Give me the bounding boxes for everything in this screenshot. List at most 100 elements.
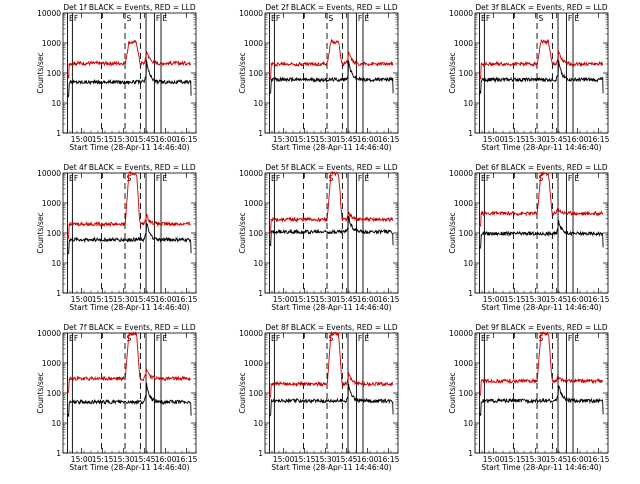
x-tick-label: 15:30 — [113, 455, 135, 464]
y-tick-label: 100 — [459, 229, 474, 238]
plot-frame — [62, 332, 197, 454]
x-tick-label: 15:30 — [525, 455, 547, 464]
plot-frame — [474, 12, 609, 134]
x-tick-label: 15:30 — [315, 455, 337, 464]
marker-label: F — [358, 174, 362, 183]
marker-label: S — [539, 14, 544, 23]
marker-label: E — [69, 334, 74, 343]
plot-frame — [62, 12, 197, 134]
y-tick-label: 1000 — [454, 39, 473, 48]
y-tick-label: 1000 — [454, 199, 473, 208]
x-tick-label: 15:45 — [546, 295, 568, 304]
series-line-lld — [478, 38, 604, 80]
y-tick-label: 100 — [249, 229, 264, 238]
x-tick-label: 15:15 — [294, 455, 316, 464]
marker-label: E — [575, 174, 580, 183]
series-line-events — [66, 60, 192, 98]
x-tick-label: 15:00 — [483, 455, 505, 464]
x-axis-label: Start Time (28-Apr-11 14:46:40) — [481, 143, 601, 152]
y-tick-label: 10 — [463, 259, 473, 268]
y-axis-label: Counts/sec — [36, 52, 45, 93]
y-tick-label: 100 — [47, 69, 62, 78]
series-line-events — [478, 385, 604, 417]
x-tick-label: 15:00 — [273, 455, 295, 464]
y-tick-label: 1 — [258, 129, 263, 138]
y-tick-label: 10000 — [239, 329, 263, 338]
x-tick-label: 16:00 — [357, 135, 379, 144]
x-tick-label: 16:15 — [176, 455, 198, 464]
y-tick-label: 100 — [249, 389, 264, 398]
x-tick-label: 16:15 — [378, 135, 400, 144]
marker-label: E — [575, 14, 580, 23]
x-tick-label: 15:15 — [504, 455, 526, 464]
y-tick-label: 10 — [253, 259, 263, 268]
marker-label: E — [163, 14, 168, 23]
y-tick-label: 10000 — [449, 9, 473, 18]
marker-label: F — [568, 334, 572, 343]
x-tick-label: 16:00 — [357, 295, 379, 304]
y-tick-label: 10 — [51, 99, 61, 108]
x-tick-label: 16:15 — [378, 455, 400, 464]
y-tick-label: 10000 — [37, 169, 61, 178]
x-tick-label: 15:45 — [336, 135, 358, 144]
x-tick-label: 16:15 — [588, 135, 610, 144]
chart-panel-7: Det 7f BLACK = Events, RED = LLD 1 10 100 10… — [36, 323, 198, 472]
chart-panel-1: Det 1f BLACK = Events, RED = LLD 1 10 100 10… — [36, 3, 198, 152]
series-line-lld — [478, 170, 604, 229]
marker-label: F — [156, 334, 160, 343]
marker-label: E — [365, 174, 370, 183]
x-tick-label: 15:00 — [71, 455, 93, 464]
x-tick-label: 15:15 — [504, 135, 526, 144]
y-tick-label: 10000 — [37, 329, 61, 338]
chart-title: Det 2f BLACK = Events, RED = LLD — [265, 3, 398, 12]
series-line-lld — [268, 38, 394, 81]
series-line-events — [268, 215, 394, 247]
x-tick-label: 16:00 — [155, 135, 177, 144]
x-tick-label: 15:30 — [315, 295, 337, 304]
series-line-lld — [268, 330, 394, 399]
x-tick-label: 15:45 — [134, 295, 156, 304]
y-axis-label: Counts/sec — [448, 372, 457, 413]
chart-title: Det 4f BLACK = Events, RED = LLD — [63, 163, 196, 172]
marker-label: F — [486, 174, 490, 183]
y-tick-label: 10000 — [239, 9, 263, 18]
y-axis-label: Counts/sec — [448, 52, 457, 93]
chart-title: Det 5f BLACK = Events, RED = LLD — [265, 163, 398, 172]
x-tick-label: 15:45 — [546, 135, 568, 144]
chart-title: Det 7f BLACK = Events, RED = LLD — [63, 323, 196, 332]
y-tick-label: 1 — [258, 289, 263, 298]
y-tick-label: 1 — [468, 289, 473, 298]
y-tick-label: 1 — [258, 449, 263, 458]
chart-panel-5: Det 5f BLACK = Events, RED = LLD 1 10 100 10… — [238, 163, 400, 312]
chart-panel-2: Det 2f BLACK = Events, RED = LLD 1 10 100 10… — [238, 3, 400, 152]
y-tick-label: 10 — [51, 419, 61, 428]
series-line-lld — [66, 170, 192, 240]
y-axis-label: Counts/sec — [238, 212, 247, 253]
x-tick-label: 15:15 — [92, 295, 114, 304]
marker-label: S — [127, 334, 132, 343]
plot-frame — [474, 332, 609, 454]
series-line-lld — [268, 170, 394, 234]
x-tick-label: 15:45 — [134, 135, 156, 144]
series-line-events — [269, 60, 394, 94]
marker-label: F — [74, 14, 78, 23]
plot-frame — [264, 332, 399, 454]
x-tick-label: 15:15 — [92, 135, 114, 144]
x-tick-label: 15:30 — [525, 135, 547, 144]
x-tick-label: 15:00 — [273, 295, 295, 304]
x-tick-label: 15:30 — [273, 135, 295, 144]
marker-label: E — [481, 174, 486, 183]
x-tick-label: 16:00 — [567, 455, 589, 464]
y-axis-label: Counts/sec — [238, 52, 247, 93]
y-tick-label: 1000 — [244, 39, 263, 48]
x-tick-label: 15:30 — [525, 295, 547, 304]
marker-label: F — [568, 14, 572, 23]
marker-label: S — [127, 14, 132, 23]
marker-label: S — [329, 334, 334, 343]
x-tick-label: 15:15 — [294, 135, 316, 144]
marker-label: E — [481, 14, 486, 23]
x-tick-label: 16:15 — [378, 295, 400, 304]
y-tick-label: 100 — [459, 69, 474, 78]
